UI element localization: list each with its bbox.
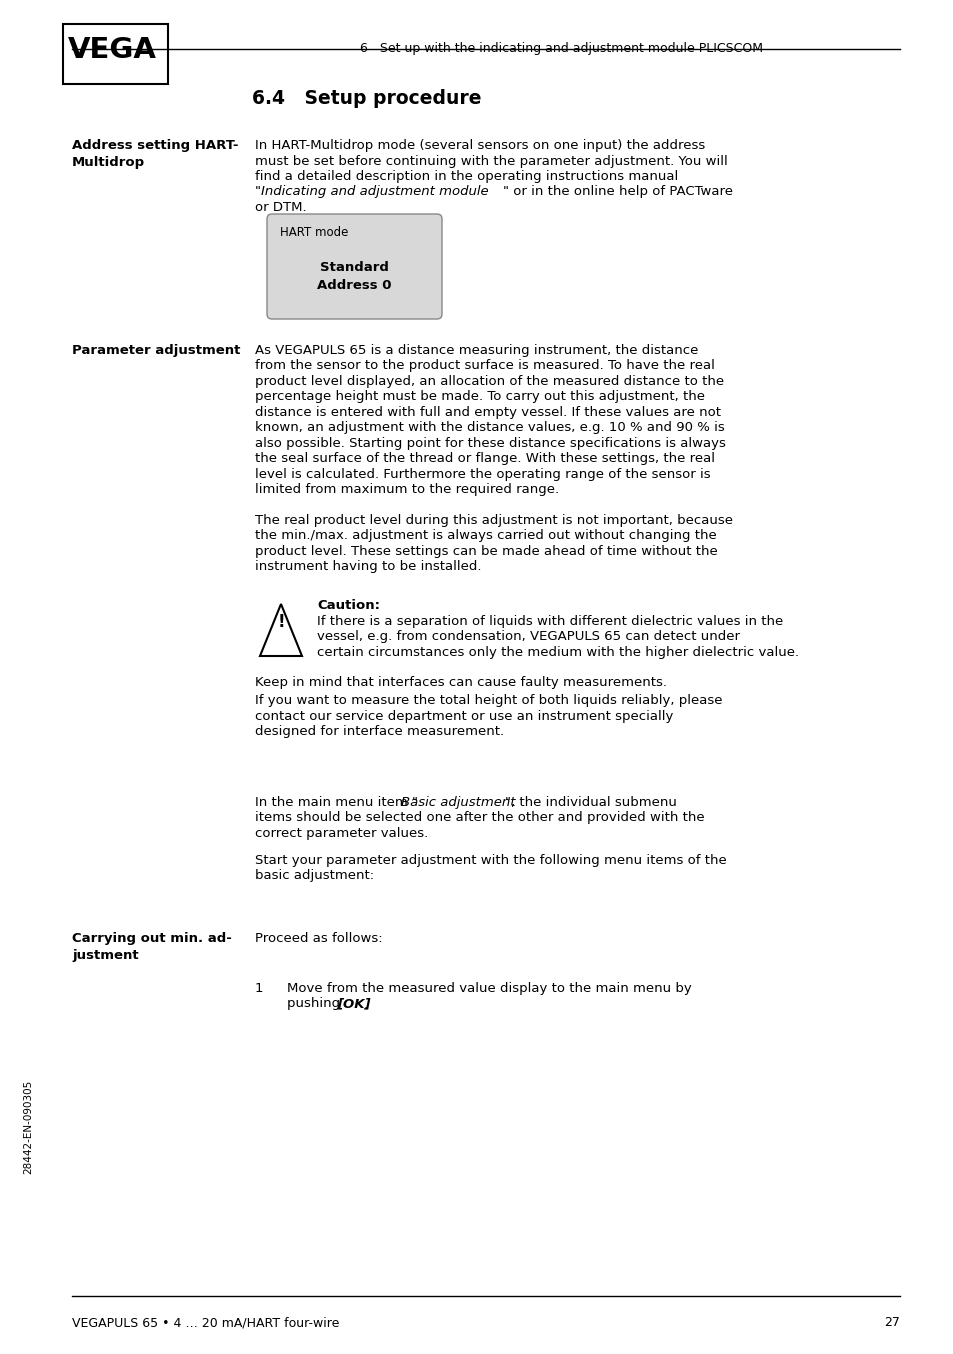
Text: the seal surface of the thread or flange. With these settings, the real: the seal surface of the thread or flange… [254,452,714,466]
Text: ": " [254,185,261,199]
Text: percentage height must be made. To carry out this adjustment, the: percentage height must be made. To carry… [254,390,704,403]
Text: Address 0: Address 0 [317,279,392,292]
Text: Start your parameter adjustment with the following menu items of the: Start your parameter adjustment with the… [254,854,726,867]
Text: If you want to measure the total height of both liquids reliably, please: If you want to measure the total height … [254,695,721,707]
Text: [OK]: [OK] [337,998,371,1010]
Text: Address setting HART-
Multidrop: Address setting HART- Multidrop [71,139,238,169]
Text: or DTM.: or DTM. [254,200,306,214]
Text: Move from the measured value display to the main menu by: Move from the measured value display to … [287,982,691,995]
Text: contact our service department or use an instrument specially: contact our service department or use an… [254,709,673,723]
Text: distance is entered with full and empty vessel. If these values are not: distance is entered with full and empty … [254,406,720,418]
Text: Parameter adjustment: Parameter adjustment [71,344,240,357]
Text: from the sensor to the product surface is measured. To have the real: from the sensor to the product surface i… [254,360,714,372]
Text: Keep in mind that interfaces can cause faulty measurements.: Keep in mind that interfaces can cause f… [254,676,666,689]
Text: 6.4   Setup procedure: 6.4 Setup procedure [252,89,481,108]
Text: Carrying out min. ad-
justment: Carrying out min. ad- justment [71,932,232,961]
Text: If there is a separation of liquids with different dielectric values in the: If there is a separation of liquids with… [316,615,782,627]
Text: 6   Set up with the indicating and adjustment module PLICSCOM: 6 Set up with the indicating and adjustm… [359,42,762,56]
Text: Basic adjustment: Basic adjustment [400,796,515,808]
Text: .: . [363,998,367,1010]
Text: product level displayed, an allocation of the measured distance to the: product level displayed, an allocation o… [254,375,723,389]
Text: " or in the online help of PACTware: " or in the online help of PACTware [502,185,733,199]
Text: 28442-EN-090305: 28442-EN-090305 [23,1079,33,1174]
Text: 1: 1 [254,982,263,995]
Text: pushing: pushing [287,998,344,1010]
FancyBboxPatch shape [267,214,441,320]
Text: vessel, e.g. from condensation, VEGAPULS 65 can detect under: vessel, e.g. from condensation, VEGAPULS… [316,630,740,643]
Text: Standard: Standard [319,261,389,274]
Text: HART mode: HART mode [280,226,348,240]
FancyBboxPatch shape [63,24,168,84]
Text: Caution:: Caution: [316,598,379,612]
Text: designed for interface measurement.: designed for interface measurement. [254,724,503,738]
Text: limited from maximum to the required range.: limited from maximum to the required ran… [254,483,558,497]
Text: product level. These settings can be made ahead of time without the: product level. These settings can be mad… [254,546,717,558]
Text: instrument having to be installed.: instrument having to be installed. [254,561,481,574]
Text: Indicating and adjustment module: Indicating and adjustment module [261,185,488,199]
Text: In HART-Multidrop mode (several sensors on one input) the address: In HART-Multidrop mode (several sensors … [254,139,704,152]
Text: ", the individual submenu: ", the individual submenu [504,796,677,808]
Text: the min./max. adjustment is always carried out without changing the: the min./max. adjustment is always carri… [254,529,716,543]
Text: In the main menu item ": In the main menu item " [254,796,417,808]
Text: certain circumstances only the medium with the higher dielectric value.: certain circumstances only the medium wi… [316,646,799,658]
Text: Proceed as follows:: Proceed as follows: [254,932,382,945]
Text: items should be selected one after the other and provided with the: items should be selected one after the o… [254,811,704,825]
Text: level is calculated. Furthermore the operating range of the sensor is: level is calculated. Furthermore the ope… [254,468,710,481]
Text: basic adjustment:: basic adjustment: [254,869,374,883]
Text: VEGAPULS 65 • 4 … 20 mA/HART four-wire: VEGAPULS 65 • 4 … 20 mA/HART four-wire [71,1316,339,1330]
Text: find a detailed description in the operating instructions manual: find a detailed description in the opera… [254,171,678,183]
Text: The real product level during this adjustment is not important, because: The real product level during this adjus… [254,515,732,527]
Text: also possible. Starting point for these distance specifications is always: also possible. Starting point for these … [254,437,725,450]
Text: correct parameter values.: correct parameter values. [254,827,428,839]
Text: known, an adjustment with the distance values, e.g. 10 % and 90 % is: known, an adjustment with the distance v… [254,421,724,435]
Text: As VEGAPULS 65 is a distance measuring instrument, the distance: As VEGAPULS 65 is a distance measuring i… [254,344,698,357]
Text: must be set before continuing with the parameter adjustment. You will: must be set before continuing with the p… [254,154,727,168]
Text: !: ! [277,613,285,631]
Text: 27: 27 [883,1316,899,1330]
Text: VEGA: VEGA [68,37,156,64]
